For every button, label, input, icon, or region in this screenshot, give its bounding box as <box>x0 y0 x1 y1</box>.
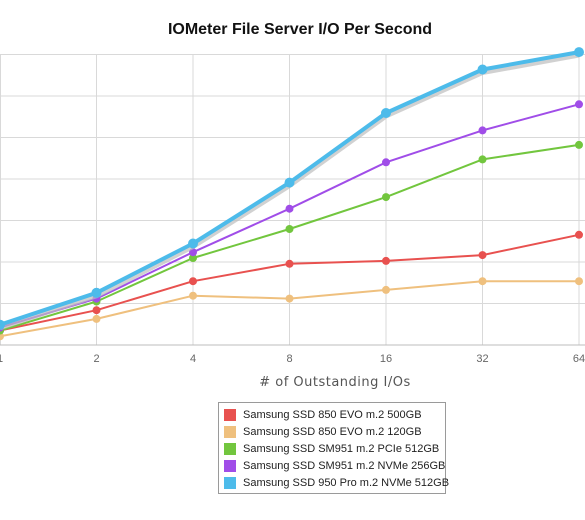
legend-swatch <box>224 408 236 421</box>
series-lines <box>0 47 584 341</box>
data-point <box>189 254 197 262</box>
x-tick-label: 32 <box>476 353 488 365</box>
legend-label: Samsung SSD 850 EVO m.2 500GB <box>243 408 422 421</box>
data-point <box>285 204 294 213</box>
data-point <box>382 285 390 294</box>
data-point <box>92 314 101 323</box>
data-point <box>575 140 583 149</box>
legend-item: Samsung SSD 850 EVO m.2 500GB <box>224 406 439 423</box>
data-point <box>477 64 488 75</box>
data-point <box>284 177 295 188</box>
chart-title: IOMeter File Server I/O Per Second <box>168 21 432 38</box>
series-5 <box>0 47 584 331</box>
data-point <box>381 108 391 118</box>
data-point <box>575 277 583 286</box>
data-point <box>92 306 101 315</box>
series-1 <box>0 230 583 335</box>
data-point <box>478 251 487 260</box>
x-tick-label: 64 <box>573 353 585 365</box>
x-tick-label: 1 <box>0 353 3 365</box>
legend-label: Samsung SSD 950 Pro m.2 NVMe 512GB <box>243 476 450 489</box>
legend-item: Samsung SSD SM951 m.2 NVMe 256GB <box>224 457 445 474</box>
legend-label: Samsung SSD 850 EVO m.2 120GB <box>243 425 422 438</box>
data-point <box>478 155 487 164</box>
data-point <box>382 256 390 265</box>
legend-swatch <box>224 476 236 489</box>
x-tick-labels: 1 2 4 8 16 32 64 <box>0 353 585 365</box>
data-point <box>575 100 583 109</box>
data-point <box>478 277 487 286</box>
series-3 <box>0 140 583 335</box>
series-4 <box>0 100 583 332</box>
data-point <box>574 47 584 58</box>
legend-swatch <box>224 459 236 472</box>
data-point <box>285 259 294 268</box>
legend: Samsung SSD 850 EVO m.2 500GB Samsung SSD… <box>218 402 449 494</box>
data-point <box>478 126 487 135</box>
data-point <box>0 319 5 330</box>
x-axis-label: # of Outstanding I/Os <box>259 375 411 390</box>
legend-swatch <box>224 442 236 455</box>
x-tick-label: 16 <box>380 353 392 365</box>
data-point <box>382 193 390 202</box>
data-point <box>382 158 390 167</box>
data-point <box>189 277 197 286</box>
x-tick-label: 4 <box>190 353 196 365</box>
legend-item: Samsung SSD 850 EVO m.2 120GB <box>224 423 439 440</box>
x-tick-label: 8 <box>286 353 292 365</box>
x-tick-label: 2 <box>93 353 99 365</box>
data-point <box>188 238 198 249</box>
data-point <box>91 287 102 298</box>
legend-label: Samsung SSD SM951 m.2 PCIe 512GB <box>243 442 440 455</box>
legend-swatch <box>224 425 236 438</box>
data-point <box>189 291 197 300</box>
data-point <box>575 230 583 239</box>
data-point <box>285 225 294 233</box>
legend-label: Samsung SSD SM951 m.2 NVMe 256GB <box>243 459 446 472</box>
legend-item: Samsung SSD SM951 m.2 PCIe 512GB <box>224 440 439 457</box>
data-point <box>285 294 294 303</box>
legend-item: Samsung SSD 950 Pro m.2 NVMe 512GB <box>224 474 449 491</box>
series-2 <box>0 277 583 341</box>
